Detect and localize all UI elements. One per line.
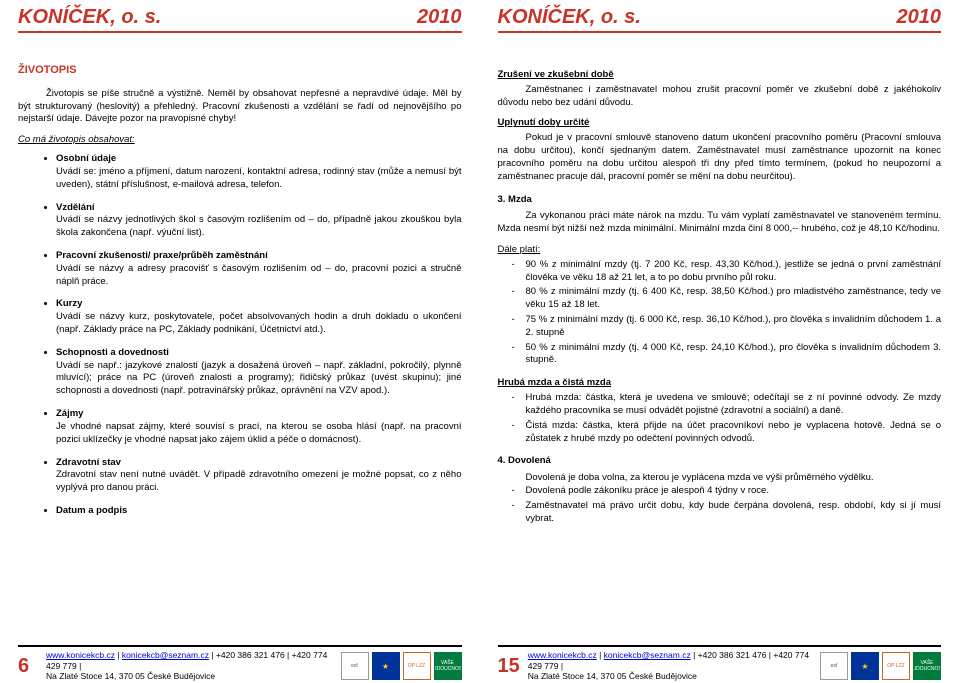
- page-right-content: Zrušení ve zkušební době Zaměstnanec i z…: [498, 63, 942, 645]
- list-item: 90 % z minimální mzdy (tj. 7 200 Kč, res…: [526, 259, 942, 285]
- page-header: KONÍČEK, o. s. 2010: [18, 6, 462, 29]
- list-item: Osobní údajeUvádí se: jméno a příjmení, …: [56, 153, 462, 191]
- list-item: Datum a podpis: [56, 505, 462, 518]
- list-item: Schopnosti a dovednostiUvádí se např.: j…: [56, 347, 462, 398]
- list-item: Hrubá mzda: částka, která je uvedena ve …: [526, 392, 942, 418]
- logo-op-icon: OP LZZ: [882, 652, 910, 680]
- footer-logos: esf OP LZZ VAŠEBUDOUCNOST: [341, 652, 462, 680]
- list-item: Pracovní zkušenosti/ praxe/průběh zaměst…: [56, 250, 462, 288]
- footer-contact: www.konicekcb.cz | konicekcb@seznam.cz |…: [46, 650, 333, 682]
- page-header: KONÍČEK, o. s. 2010: [498, 6, 942, 29]
- section-heading: 3. Mzda: [498, 194, 942, 207]
- page-number: 15: [498, 655, 520, 678]
- header-rule: [498, 31, 942, 33]
- logo-eu-icon: [851, 652, 879, 680]
- footer-link-mail[interactable]: konicekcb@seznam.cz: [604, 650, 691, 660]
- cv-items: Osobní údajeUvádí se: jméno a příjmení, …: [18, 153, 462, 518]
- hruba-list: Hrubá mzda: částka, která je uvedena ve …: [498, 392, 942, 445]
- list-item: ZájmyJe vhodné napsat zájmy, které souvi…: [56, 408, 462, 446]
- list-item: 75 % z minimální mzdy (tj. 6 000 Kč, res…: [526, 314, 942, 340]
- logo-eu-icon: [372, 652, 400, 680]
- paragraph: Dovolená je doba volna, za kterou je vyp…: [498, 472, 942, 485]
- page-left: KONÍČEK, o. s. 2010 ŽIVOTOPIS Životopis …: [0, 0, 480, 683]
- list-item: Dovolená podle zákoníku práce je alespoň…: [526, 485, 942, 498]
- footer-logos: esf OP LZZ VAŠEBUDOUCNOST: [820, 652, 941, 680]
- paragraph: Zaměstnanec i zaměstnavatel mohou zrušit…: [498, 84, 942, 110]
- logo-vb-icon: VAŠEBUDOUCNOST: [913, 652, 941, 680]
- section-title: ŽIVOTOPIS: [18, 63, 462, 78]
- subsection-heading: Zrušení ve zkušební době: [498, 69, 942, 82]
- footer-link-web[interactable]: www.konicekcb.cz: [528, 650, 597, 660]
- logo-esf-icon: esf: [820, 652, 848, 680]
- year: 2010: [417, 6, 462, 29]
- dale-list: 90 % z minimální mzdy (tj. 7 200 Kč, res…: [498, 259, 942, 368]
- header-rule: [18, 31, 462, 33]
- list-item: Čistá mzda: částka, která přijde na účet…: [526, 420, 942, 446]
- page-left-content: ŽIVOTOPIS Životopis se píše stručně a vý…: [18, 63, 462, 645]
- footer-contact: www.konicekcb.cz | konicekcb@seznam.cz |…: [528, 650, 812, 682]
- org-name: KONÍČEK, o. s.: [18, 6, 161, 29]
- paragraph: Pokud je v pracovní smlouvě stanoveno da…: [498, 132, 942, 183]
- list-item: Zaměstnavatel má právo určit dobu, kdy b…: [526, 500, 942, 526]
- list-item: 50 % z minimální mzdy (tj. 4 000 Kč, res…: [526, 342, 942, 368]
- page-right: KONÍČEK, o. s. 2010 Zrušení ve zkušební …: [480, 0, 959, 683]
- logo-vb-icon: VAŠEBUDOUCNOST: [434, 652, 462, 680]
- page-footer: 15 www.konicekcb.cz | konicekcb@seznam.c…: [498, 645, 942, 683]
- paragraph: Za vykonanou práci máte nárok na mzdu. T…: [498, 210, 942, 236]
- list-item: KurzyUvádí se názvy kurz, poskytovatele,…: [56, 298, 462, 336]
- section-heading: 4. Dovolená: [498, 455, 942, 468]
- subsection-heading: Hrubá mzda a čistá mzda: [498, 377, 942, 390]
- page-footer: 6 www.konicekcb.cz | konicekcb@seznam.cz…: [18, 645, 462, 683]
- subheading: Co má životopis obsahovat:: [18, 134, 462, 147]
- intro-paragraph: Životopis se píše stručně a výstižně. Ne…: [18, 88, 462, 126]
- subsection-heading: Dále platí:: [498, 244, 942, 257]
- org-name: KONÍČEK, o. s.: [498, 6, 641, 29]
- footer-link-mail[interactable]: konicekcb@seznam.cz: [122, 650, 209, 660]
- logo-op-icon: OP LZZ: [403, 652, 431, 680]
- list-item: VzděláníUvádí se názvy jednotlivých škol…: [56, 202, 462, 240]
- page-number: 6: [18, 655, 38, 678]
- logo-esf-icon: esf: [341, 652, 369, 680]
- dov-list: Dovolená podle zákoníku práce je alespoň…: [498, 485, 942, 525]
- subsection-heading: Uplynutí doby určité: [498, 117, 942, 130]
- list-item: Zdravotní stavZdravotní stav není nutné …: [56, 457, 462, 495]
- year: 2010: [897, 6, 942, 29]
- list-item: 80 % z minimální mzdy (tj. 6 400 Kč, res…: [526, 286, 942, 312]
- footer-link-web[interactable]: www.konicekcb.cz: [46, 650, 115, 660]
